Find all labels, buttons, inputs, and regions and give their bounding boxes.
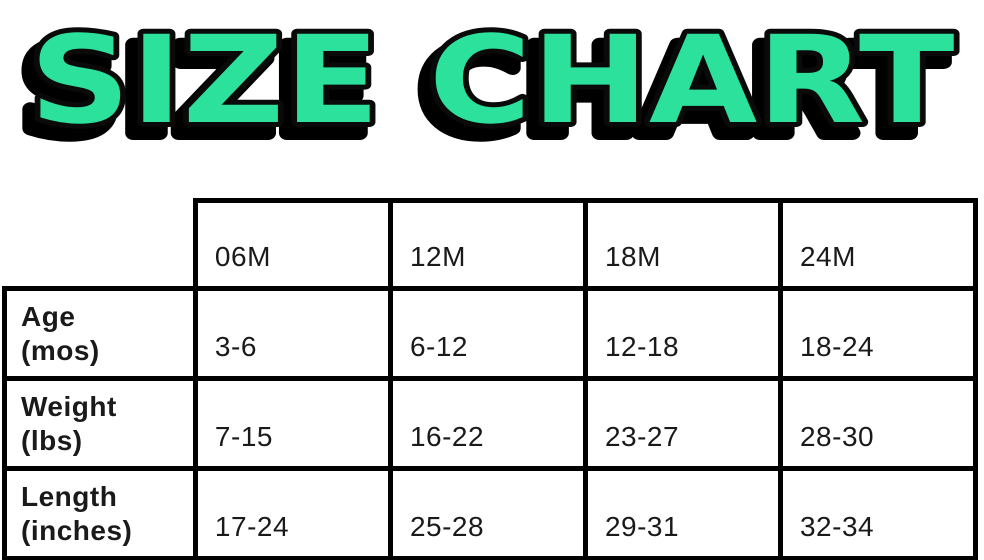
cell-age-18m: 12-18 (582, 286, 783, 381)
page-title-text: SIZE CHART (30, 10, 955, 151)
size-table: 06M 12M 18M 24M Age (mos) 3-6 6-12 12-18… (2, 198, 979, 560)
cell-weight-18m: 23-27 (582, 376, 783, 471)
cell-weight-12m: 16-22 (387, 376, 588, 471)
column-header-24m: 24M (777, 198, 979, 291)
cell-weight-06m: 7-15 (192, 376, 393, 471)
cell-length-18m: 29-31 (582, 466, 783, 560)
row-label-length: Length (inches) (2, 466, 198, 560)
table-row-age: Age (mos) 3-6 6-12 12-18 18-24 (2, 286, 979, 381)
row-label-age-line1: Age (21, 300, 76, 332)
row-label-weight: Weight (lbs) (2, 376, 198, 471)
table-header-row: 06M 12M 18M 24M (5, 198, 979, 291)
cell-length-24m: 32-34 (777, 466, 979, 560)
cell-weight-24m: 28-30 (777, 376, 979, 471)
page-title-shadow: SIZE CHART (20, 21, 945, 162)
table-row-length: Length (inches) 17-24 25-28 29-31 32-34 (2, 466, 979, 560)
blank-corner-cell (5, 201, 196, 289)
column-header-18m: 18M (582, 198, 783, 291)
row-label-weight-line1: Weight (21, 390, 117, 422)
cell-length-12m: 25-28 (387, 466, 588, 560)
row-label-length-line1: Length (21, 480, 118, 512)
cell-age-06m: 3-6 (192, 286, 393, 381)
row-label-age: Age (mos) (2, 286, 198, 381)
row-label-age-line2: (mos) (21, 334, 100, 366)
page-title: SIZE CHART SIZE CHART (13, 5, 960, 169)
row-label-length-line2: (inches) (21, 514, 133, 546)
cell-length-06m: 17-24 (192, 466, 393, 560)
cell-age-24m: 18-24 (777, 286, 979, 381)
row-label-weight-line2: (lbs) (21, 424, 83, 456)
table-row-weight: Weight (lbs) 7-15 16-22 23-27 28-30 (2, 376, 979, 471)
column-header-12m: 12M (387, 198, 588, 291)
cell-age-12m: 6-12 (387, 286, 588, 381)
column-header-06m: 06M (192, 198, 393, 291)
